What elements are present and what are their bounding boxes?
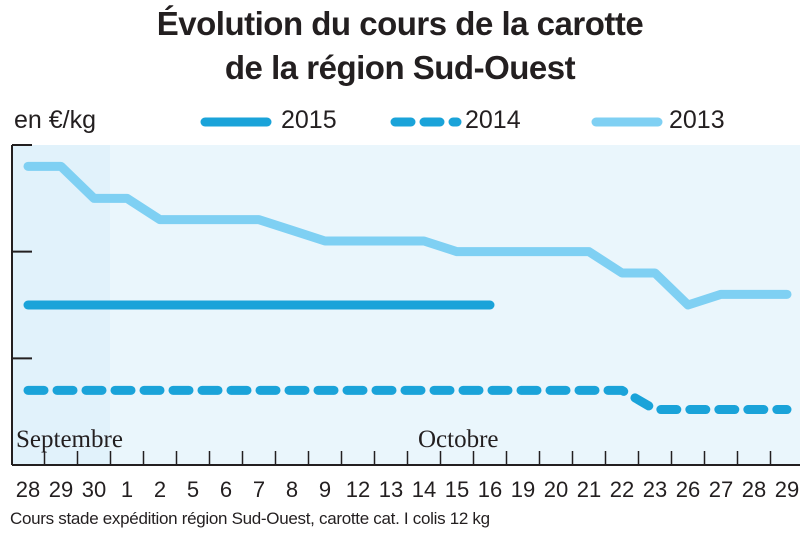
month-label: Octobre: [418, 426, 499, 453]
x-tick-label: 7: [253, 477, 265, 502]
x-tick-label: 30: [82, 477, 106, 502]
x-tick-label: 20: [544, 477, 568, 502]
x-tick-label: 28: [16, 477, 40, 502]
x-tick-label: 5: [187, 477, 199, 502]
x-tick-label: 19: [511, 477, 535, 502]
x-tick-label: 15: [445, 477, 469, 502]
legend-label-2013: 2013: [669, 106, 725, 134]
chart-subtitle: de la région Sud-Ouest: [224, 49, 576, 86]
x-tick-label: 9: [319, 477, 331, 502]
x-tick-label: 1: [121, 477, 133, 502]
x-tick-label: 27: [709, 477, 733, 502]
x-tick-label: 28: [742, 477, 766, 502]
x-tick-label: 6: [220, 477, 232, 502]
x-tick-label: 29: [775, 477, 799, 502]
month-label: Septembre: [16, 426, 123, 453]
x-tick-label: 14: [412, 477, 436, 502]
x-tick-label: 13: [379, 477, 403, 502]
x-tick-label: 21: [577, 477, 601, 502]
footnote: Cours stade expédition région Sud-Ouest,…: [10, 509, 490, 528]
x-tick-label: 8: [286, 477, 298, 502]
chart-title: Évolution du cours de la carotte de la r…: [0, 2, 800, 90]
x-tick-label: 12: [346, 477, 370, 502]
x-tick-label: 16: [478, 477, 502, 502]
x-tick-label: 2: [154, 477, 166, 502]
legend-label-2014: 2014: [465, 106, 521, 134]
x-tick-label: 29: [49, 477, 73, 502]
chart-title-line-1: Évolution du cours de la carotte: [156, 5, 644, 42]
x-tick-label: 26: [676, 477, 700, 502]
x-tick-label: 23: [643, 477, 667, 502]
legend-label-2015: 2015: [281, 106, 337, 134]
series-line-2013: [23, 161, 792, 310]
series-line-2014: [23, 385, 792, 415]
y-axis-unit-label: en €/kg: [14, 106, 97, 134]
x-tick-label: 22: [610, 477, 634, 502]
